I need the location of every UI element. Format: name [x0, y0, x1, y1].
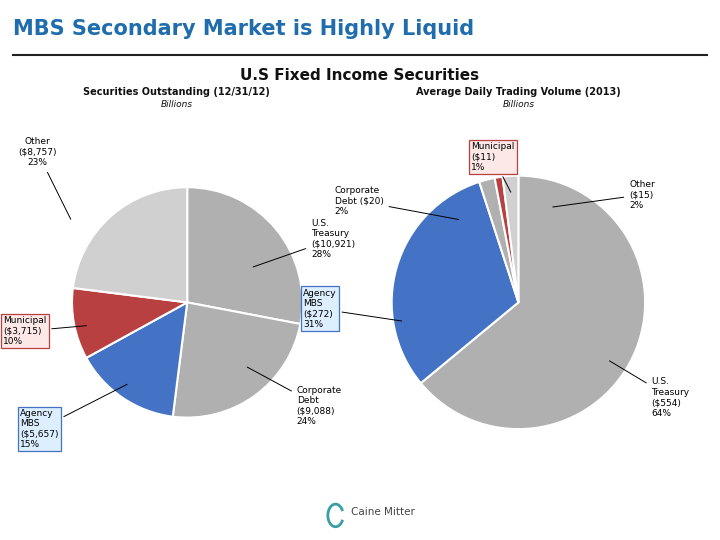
Wedge shape — [420, 176, 645, 429]
Text: Municipal
($11)
1%: Municipal ($11) 1% — [471, 142, 514, 192]
Text: Billions: Billions — [503, 100, 534, 109]
Text: Other
($15)
2%: Other ($15) 2% — [553, 180, 655, 210]
Text: U.S.
Treasury
($554)
64%: U.S. Treasury ($554) 64% — [610, 361, 690, 417]
Wedge shape — [495, 177, 518, 302]
Text: Billions: Billions — [161, 100, 192, 109]
Wedge shape — [392, 182, 518, 383]
Wedge shape — [86, 302, 187, 417]
Text: Agency
MBS
($5,657)
15%: Agency MBS ($5,657) 15% — [20, 384, 127, 449]
Text: U.S.
Treasury
($10,921)
28%: U.S. Treasury ($10,921) 28% — [253, 219, 355, 267]
Wedge shape — [173, 302, 300, 417]
Wedge shape — [72, 288, 187, 358]
Text: Other
($8,757)
23%: Other ($8,757) 23% — [18, 137, 71, 219]
Text: Agency
MBS
($272)
31%: Agency MBS ($272) 31% — [303, 289, 402, 329]
Text: Municipal
($3,715)
10%: Municipal ($3,715) 10% — [3, 316, 86, 346]
Wedge shape — [187, 187, 302, 324]
Wedge shape — [73, 187, 187, 302]
Text: Securities Outstanding (12/31/12): Securities Outstanding (12/31/12) — [83, 87, 270, 98]
Text: Corporate
Debt
($9,088)
24%: Corporate Debt ($9,088) 24% — [247, 367, 342, 426]
Text: MBS Secondary Market is Highly Liquid: MBS Secondary Market is Highly Liquid — [13, 19, 474, 39]
Text: U.S Fixed Income Securities: U.S Fixed Income Securities — [240, 68, 480, 83]
Wedge shape — [503, 176, 518, 302]
Wedge shape — [480, 178, 518, 302]
Text: Corporate
Debt ($20)
2%: Corporate Debt ($20) 2% — [335, 186, 459, 220]
Text: Average Daily Trading Volume (2013): Average Daily Trading Volume (2013) — [416, 87, 621, 98]
Text: Caine Mitter: Caine Mitter — [351, 507, 415, 517]
